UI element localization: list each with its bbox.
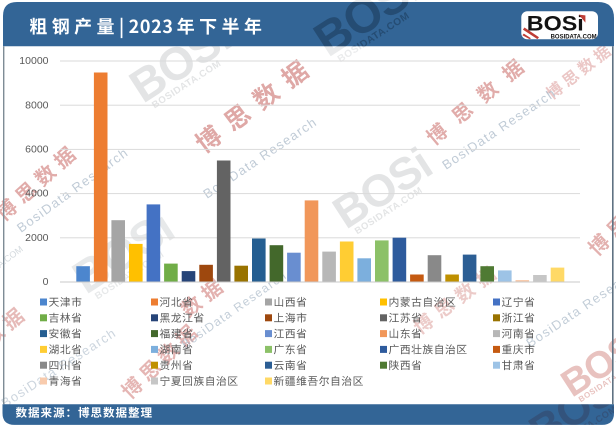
svg-text:BOSi: BOSi [527, 12, 584, 36]
svg-text:0: 0 [43, 276, 49, 288]
svg-text:BOSi: BOSi [324, 138, 441, 239]
svg-text:2000: 2000 [25, 232, 49, 244]
svg-text:4000: 4000 [25, 188, 49, 200]
svg-text:BosiData Research: BosiData Research [0, 325, 119, 411]
svg-text:BOSi: BOSi [521, 359, 616, 429]
svg-text:BOSIDATA.COM: BOSIDATA.COM [551, 33, 597, 40]
svg-text:BosiData Research: BosiData Research [439, 85, 559, 172]
svg-text:8000: 8000 [25, 99, 49, 111]
svg-text:10000: 10000 [19, 55, 48, 67]
svg-text:6000: 6000 [25, 144, 49, 156]
